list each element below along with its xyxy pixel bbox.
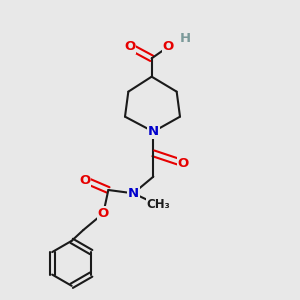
Text: O: O	[178, 157, 189, 170]
Text: O: O	[124, 40, 136, 53]
Text: N: N	[148, 125, 159, 138]
Text: O: O	[80, 173, 91, 187]
Text: H: H	[179, 32, 191, 45]
Text: CH₃: CH₃	[146, 199, 170, 212]
Text: O: O	[98, 207, 109, 220]
Text: N: N	[128, 187, 139, 200]
Text: O: O	[163, 40, 174, 53]
